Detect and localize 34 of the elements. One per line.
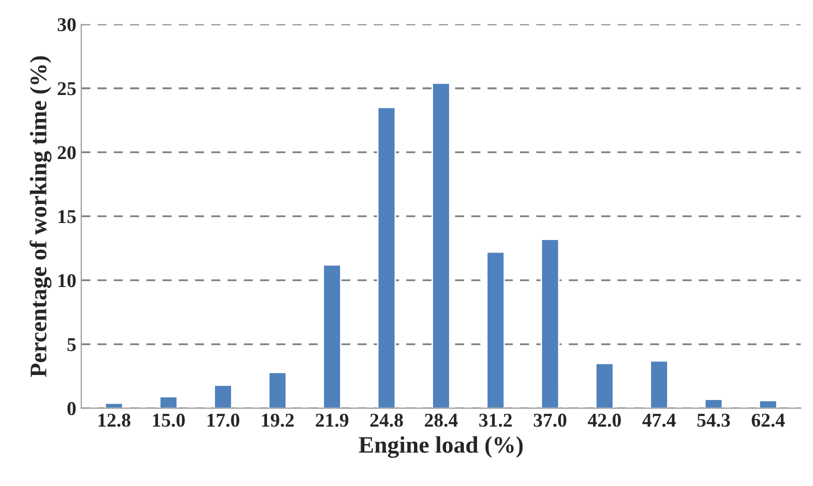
bar [432,82,450,408]
x-tick-label: 24.8 [370,414,403,427]
x-tick-label: 21.9 [316,414,348,427]
x-tick-label: 47.4 [642,414,676,427]
bar [704,398,724,408]
y-axis-title: Percentage of working time (%) [30,56,52,377]
x-tick-label: 42.0 [588,414,621,427]
bar [540,238,560,408]
x-tick-label: 15.0 [153,414,185,427]
x-axis-title: Engine load (%) [358,436,523,458]
y-tick-label: 20 [58,146,76,160]
bar [650,360,668,408]
bar [322,264,342,408]
x-tick-label: 62.4 [752,414,785,427]
bar [595,362,614,408]
y-tick-label: 30 [58,18,76,32]
x-tick-label: 37.0 [534,414,566,427]
bar [486,251,505,408]
y-tick-label: 5 [67,338,76,352]
y-tick-label: 25 [58,82,76,96]
bar [159,396,178,408]
bar [377,106,396,408]
x-tick-label: 54.3 [697,414,730,427]
y-tick-label: 15 [58,210,76,224]
y-tick-label: 0 [67,402,76,416]
x-tick-label: 28.4 [424,414,458,427]
bar [214,384,232,408]
x-tick-label: 12.8 [98,414,130,427]
x-tick-label: 17.0 [208,414,240,427]
x-tick-label: 31.2 [479,414,512,427]
x-tick-label: 19.2 [262,414,294,427]
y-tick-label: 10 [58,274,76,288]
bar [758,400,778,408]
bar [268,372,287,408]
